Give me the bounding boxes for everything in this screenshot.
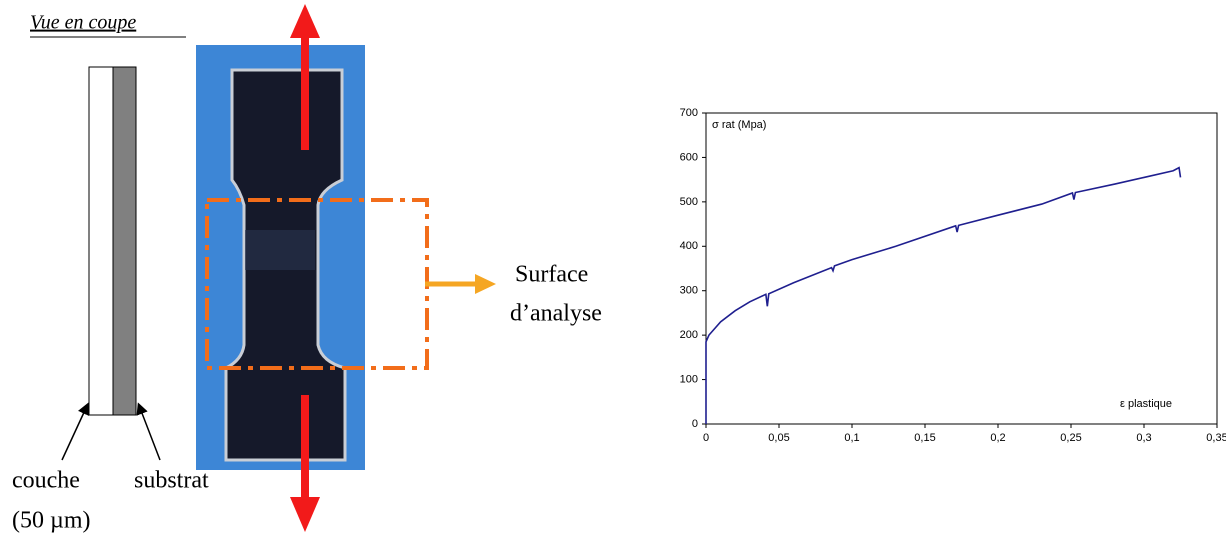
substrate: [112, 66, 137, 416]
substrate-label: substrat: [134, 468, 209, 494]
y-tick-label: 0: [692, 418, 698, 430]
surface-label: Surface: [515, 262, 588, 288]
y-tick-label: 100: [680, 373, 698, 385]
y-axis-label: σ rat (Mpa): [712, 119, 766, 131]
plot-frame: [705, 112, 1218, 425]
data-line: [705, 166, 1182, 424]
substrate-arrow: [136, 402, 161, 461]
x-tick-label: 0,25: [1060, 432, 1081, 444]
zone-arrowhead: [475, 274, 496, 294]
x-tick-label: 0,3: [1136, 432, 1151, 444]
pull-arrowhead-up: [290, 4, 320, 38]
layer: [88, 66, 114, 416]
y-tick-label: 400: [680, 240, 698, 252]
y-tick-label: 200: [680, 329, 698, 341]
y-tick-label: 600: [680, 151, 698, 163]
thickness-label: (50 µm): [12, 508, 90, 534]
view-label: Vue en coupe: [30, 12, 136, 34]
x-tick-label: 0,35: [1206, 432, 1226, 444]
pull-arrowhead-down: [290, 497, 320, 532]
layer-arrow: [61, 402, 89, 461]
surface-label: d’analyse: [510, 301, 602, 327]
x-tick-label: 0,2: [990, 432, 1005, 444]
x-tick-label: 0: [703, 432, 709, 444]
x-axis-label: ε plastique: [1120, 398, 1172, 410]
x-tick-label: 0,1: [844, 432, 859, 444]
y-tick-label: 300: [680, 285, 698, 297]
x-tick-label: 0,15: [914, 432, 935, 444]
reflection: [245, 230, 315, 270]
y-tick-label: 500: [680, 196, 698, 208]
y-tick-label: 700: [680, 107, 698, 119]
layer-label: couche: [12, 468, 80, 494]
x-tick-label: 0,05: [768, 432, 789, 444]
